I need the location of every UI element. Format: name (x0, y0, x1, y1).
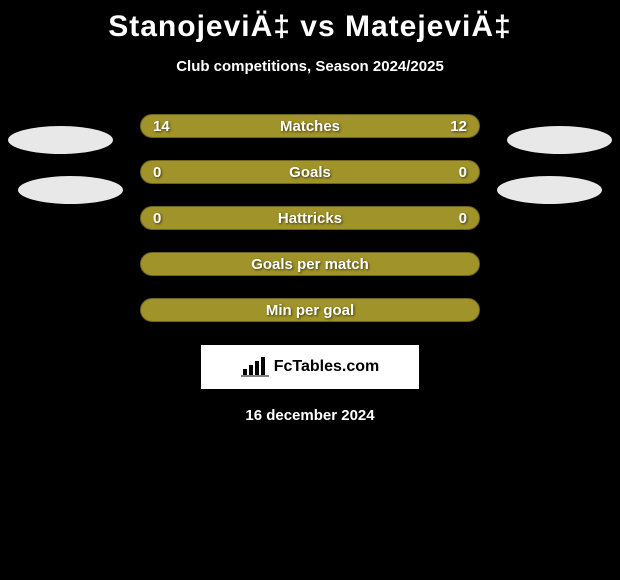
stat-row: Goals per match (0, 241, 620, 287)
subtitle: Club competitions, Season 2024/2025 (176, 58, 444, 75)
stat-bar: Min per goal (140, 298, 480, 322)
stat-row: Hattricks0 0 (0, 195, 620, 241)
stat-value-left: 14 (153, 118, 170, 135)
stat-label: Hattricks (141, 210, 479, 227)
brand-footer: FcTables.com (201, 345, 419, 389)
stats-area: Matches1412Goals00Hattricks00Goals per m… (0, 103, 620, 333)
stat-value-right: 12 (450, 118, 467, 135)
stat-value-left: 0 (153, 164, 161, 181)
stat-bar: Goals per match (140, 252, 480, 276)
stat-label: Min per goal (141, 302, 479, 319)
stat-label: Goals (141, 164, 479, 181)
brand-text: FcTables.com (274, 358, 380, 376)
stat-bar: Hattricks0 0 (140, 206, 480, 230)
stat-value-right: 0 (459, 210, 467, 227)
stat-row: Min per goal (0, 287, 620, 333)
stat-row: Matches14 12 (0, 103, 620, 149)
comparison-card: StanojeviÄ‡ vs MatejeviÄ‡ Club competiti… (0, 0, 620, 424)
bar-chart-icon (241, 357, 269, 377)
stat-row: Goals0 0 (0, 149, 620, 195)
date-text: 16 december 2024 (245, 407, 374, 424)
stat-bar: Goals0 0 (140, 160, 480, 184)
page-title: StanojeviÄ‡ vs MatejeviÄ‡ (108, 10, 512, 44)
stat-value-left: 0 (153, 210, 161, 227)
stat-value-right: 0 (459, 164, 467, 181)
stat-label: Goals per match (141, 256, 479, 273)
stat-bar: Matches14 12 (140, 114, 480, 138)
stat-label: Matches (141, 118, 479, 135)
